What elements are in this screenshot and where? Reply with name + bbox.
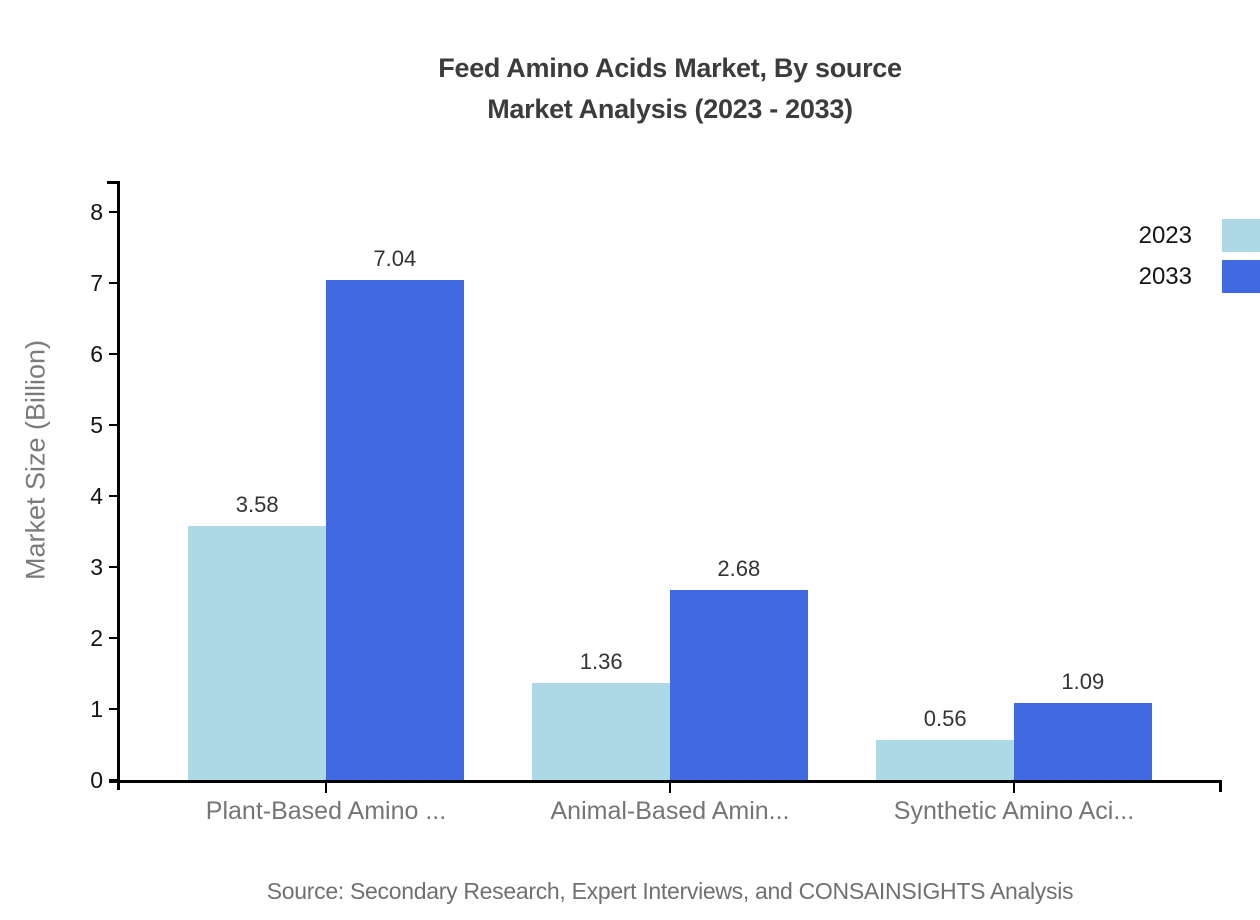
y-tick — [109, 423, 117, 427]
y-tick-label: 0 — [90, 767, 103, 793]
chart-title-line1: Feed Amino Acids Market, By source — [438, 53, 902, 83]
bar-2023-category-1 — [188, 525, 326, 780]
legend-item-2033: 2033 — [1139, 260, 1260, 293]
category-label-3: Synthetic Amino Aci... — [893, 797, 1135, 825]
y-tick-label: 8 — [90, 199, 103, 225]
legend: 2023 2033 — [1139, 219, 1260, 301]
x-tick — [668, 783, 672, 793]
y-tick-label: 1 — [90, 696, 103, 722]
y-tick-label: 7 — [90, 270, 103, 296]
bar-2033-category-1 — [326, 280, 464, 780]
chart-title: Feed Amino Acids Market, By source Marke… — [118, 48, 1222, 130]
value-label-2033-category-3: 1.09 — [1061, 668, 1105, 694]
y-tick — [109, 636, 117, 640]
bar-2023-category-2 — [532, 683, 670, 780]
x-axis-end-tick — [1219, 780, 1222, 792]
x-axis-line — [109, 780, 1222, 783]
y-tick-label: 5 — [90, 412, 103, 438]
value-label-2023-category-3: 0.56 — [923, 706, 967, 732]
y-axis-line — [117, 181, 120, 790]
legend-swatch-2033 — [1222, 260, 1260, 293]
y-tick-label: 4 — [90, 483, 103, 509]
legend-label-2033: 2033 — [1138, 262, 1192, 290]
legend-item-2023: 2023 — [1139, 219, 1260, 252]
chart-title-line2: Market Analysis (2023 - 2033) — [487, 94, 853, 124]
y-axis-end-tick — [107, 181, 117, 184]
value-label-2023-category-1: 3.58 — [235, 491, 279, 517]
y-tick — [109, 210, 117, 214]
bar-2023-category-3 — [876, 740, 1014, 780]
y-tick-label: 3 — [90, 554, 103, 580]
y-tick — [109, 281, 117, 285]
legend-swatch-2023 — [1222, 219, 1260, 252]
y-tick — [109, 352, 117, 356]
value-label-2033-category-2: 2.68 — [717, 555, 761, 581]
y-tick-label: 2 — [90, 625, 103, 651]
y-tick — [109, 778, 117, 782]
y-tick — [109, 707, 117, 711]
legend-label-2023: 2023 — [1138, 221, 1192, 249]
y-tick — [109, 494, 117, 498]
y-tick-label: 6 — [90, 341, 103, 367]
x-tick — [1012, 783, 1016, 793]
value-label-2033-category-1: 7.04 — [373, 246, 417, 272]
bar-2033-category-2 — [670, 589, 808, 780]
value-label-2023-category-2: 1.36 — [579, 649, 623, 675]
category-label-2: Animal-Based Amin... — [550, 797, 790, 825]
bar-2033-category-3 — [1014, 702, 1152, 780]
x-tick — [324, 783, 328, 793]
source-note: Source: Secondary Research, Expert Inter… — [266, 878, 1074, 904]
category-label-1: Plant-Based Amino ... — [205, 797, 447, 825]
y-tick — [109, 565, 117, 569]
